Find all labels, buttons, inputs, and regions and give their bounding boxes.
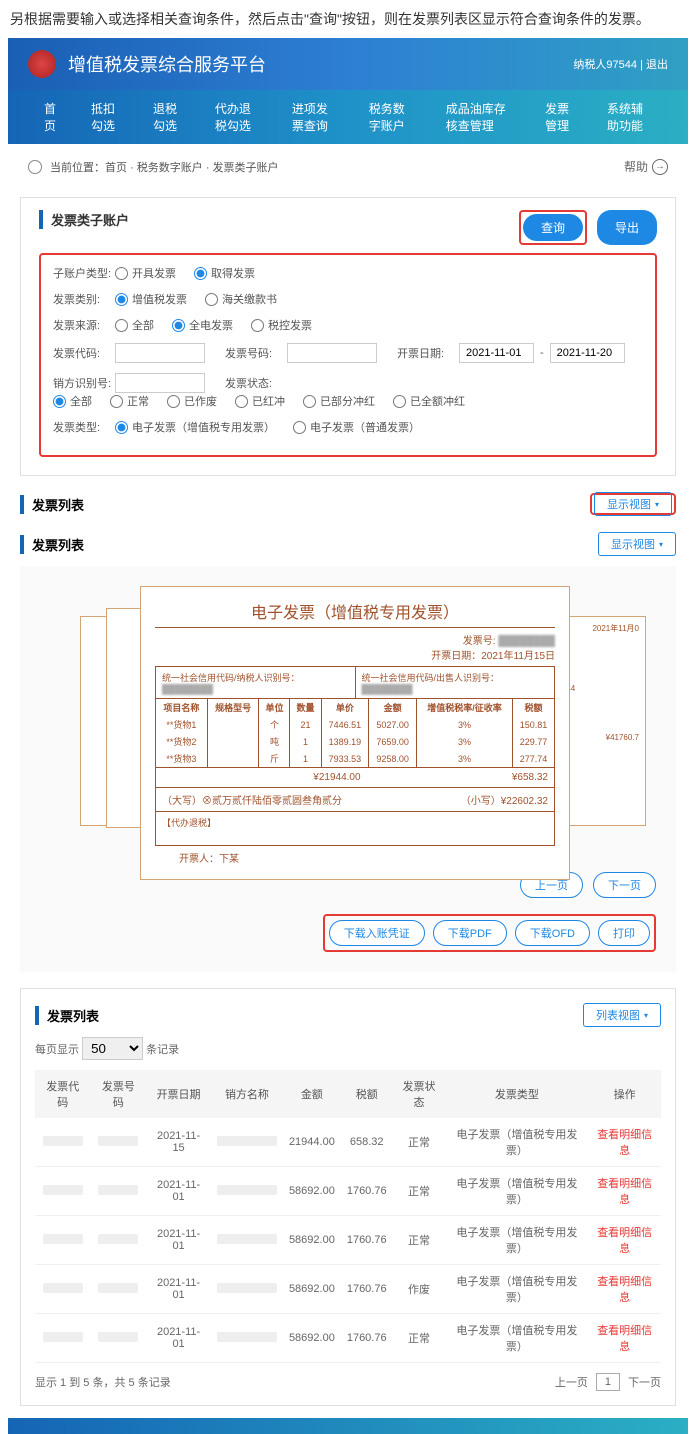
invoice-preview: 2021年11月0 97544 ¥41760.7 电子发票（增值税专用发票） 发…	[20, 566, 676, 972]
query-button[interactable]: 查询	[523, 214, 583, 241]
download-pdf-button[interactable]: 下载PDF	[433, 920, 507, 946]
breadcrumb-path: 首页 · 税务数字账户 · 发票类子账户	[105, 159, 279, 175]
user-label: 纳税人97544	[573, 59, 637, 71]
nav-item[interactable]: 系统辅助功能	[591, 90, 668, 144]
header-right: 纳税人97544 | 退出	[573, 56, 668, 72]
nav-item[interactable]: 税务数字账户	[353, 90, 430, 144]
instruction-text: 另根据需要输入或选择相关查询条件，然后点击"查询"按钮，则在发票列表区显示符合查…	[0, 0, 696, 38]
top-nav: 首页抵扣勾选退税勾选代办退税勾选进项发票查询税务数字账户成品油库存核查管理发票管…	[8, 90, 688, 144]
list-title-1: 发票列表	[20, 495, 84, 514]
logo-icon	[28, 50, 56, 78]
invoice-items-table: 项目名称规格型号单位数量单价金额增值税税率/征收率税额**货物1个217446.…	[155, 699, 555, 768]
radio-option[interactable]: 海关缴款书	[205, 291, 277, 307]
app-title: 增值税发票综合服务平台	[68, 51, 266, 77]
radio-option[interactable]: 增值税发票	[115, 291, 187, 307]
list-view-button[interactable]: 列表视图▾	[583, 1003, 661, 1027]
radio-option[interactable]: 全部	[115, 317, 154, 333]
arrow-icon: →	[652, 159, 668, 175]
date-to-input[interactable]	[550, 343, 625, 363]
breadcrumb: 当前位置： 首页 · 税务数字账户 · 发票类子账户 帮助 →	[8, 144, 688, 189]
query-panel: 发票类子账户 查询 导出 子账户类型:开具发票取得发票发票类别:增值税发票海关缴…	[20, 197, 676, 476]
help-button[interactable]: 帮助 →	[624, 158, 668, 175]
table-row: 2021-11-1521944.00658.32正常电子发票（增值税专用发票）查…	[35, 1118, 661, 1167]
data-table: 发票代码发票号码开票日期销方名称金额税额发票状态发票类型操作2021-11-15…	[35, 1070, 661, 1363]
radio-option[interactable]: 开具发票	[115, 265, 176, 281]
view-detail-link[interactable]: 查看明细信息	[597, 1129, 652, 1157]
view-detail-link[interactable]: 查看明细信息	[597, 1325, 652, 1353]
table-row: 2021-11-0158692.001760.76正常电子发票（增值税专用发票）…	[35, 1216, 661, 1265]
nav-item[interactable]: 进项发票查询	[276, 90, 353, 144]
list-panel-1: 发票列表 显示视图▾	[20, 492, 676, 516]
next-page[interactable]: 下一页	[628, 1374, 661, 1390]
display-view-button-1[interactable]: 显示视图▾	[594, 492, 672, 516]
next-button[interactable]: 下一页	[593, 872, 656, 898]
record-count: 显示 1 到 5 条，共 5 条记录	[35, 1374, 171, 1390]
query-title: 发票类子账户	[39, 210, 129, 229]
nav-item[interactable]: 退税勾选	[137, 90, 199, 144]
radio-option[interactable]: 取得发票	[194, 265, 255, 281]
display-view-button-2[interactable]: 显示视图▾	[598, 532, 676, 556]
chevron-down-icon: ▾	[659, 540, 663, 549]
download-ofd-button[interactable]: 下载OFD	[515, 920, 590, 946]
invoice-title: 电子发票（增值税专用发票）	[155, 595, 555, 628]
seller-id-input[interactable]	[115, 373, 205, 393]
print-button[interactable]: 打印	[598, 920, 650, 946]
table-panel: 发票列表 列表视图▾ 每页显示 50 条记录 发票代码发票号码开票日期销方名称金…	[20, 988, 676, 1406]
table-row: 2021-11-0158692.001760.76正常电子发票（增值税专用发票）…	[35, 1314, 661, 1363]
view-detail-link[interactable]: 查看明细信息	[597, 1178, 652, 1206]
app-frame: 增值税发票综合服务平台 纳税人97544 | 退出 首页抵扣勾选退税勾选代办退税…	[8, 38, 688, 1406]
download-voucher-button[interactable]: 下载入账凭证	[329, 920, 425, 946]
invoice-num-input[interactable]	[287, 343, 377, 363]
radio-option[interactable]: 税控发票	[251, 317, 312, 333]
query-form: 子账户类型:开具发票取得发票发票类别:增值税发票海关缴款书发票来源:全部全电发票…	[39, 253, 657, 457]
table-title: 发票列表	[35, 1006, 99, 1025]
nav-item[interactable]: 发票管理	[529, 90, 591, 144]
page-number: 1	[596, 1373, 620, 1391]
chevron-down-icon: ▾	[655, 500, 659, 509]
radio-option[interactable]: 电子发票（增值税专用发票）	[115, 419, 275, 435]
location-icon	[28, 160, 42, 174]
nav-item[interactable]: 首页	[28, 90, 75, 144]
view-detail-link[interactable]: 查看明细信息	[597, 1276, 652, 1304]
app-header: 增值税发票综合服务平台 纳税人97544 | 退出	[8, 38, 688, 90]
export-button[interactable]: 导出	[597, 210, 657, 245]
logout-link[interactable]: 退出	[646, 59, 668, 71]
nav-item[interactable]: 抵扣勾选	[75, 90, 137, 144]
table-row: 2021-11-0158692.001760.76作废电子发票（增值税专用发票）…	[35, 1265, 661, 1314]
nav-item[interactable]: 成品油库存核查管理	[430, 90, 529, 144]
breadcrumb-label: 当前位置：	[50, 159, 105, 175]
radio-option[interactable]: 电子发票（普通发票）	[293, 419, 420, 435]
prev-page[interactable]: 上一页	[555, 1374, 588, 1390]
invoice-card-main: 电子发票（增值税专用发票） 发票号: ████████开票日期：2021年11月…	[140, 586, 570, 880]
invoice-code-input[interactable]	[115, 343, 205, 363]
view-detail-link[interactable]: 查看明细信息	[597, 1227, 652, 1255]
chevron-down-icon: ▾	[644, 1011, 648, 1020]
list-panel-2: 发票列表 显示视图▾ 2021年11月0 97544 ¥41760.7 电子发票…	[20, 532, 676, 972]
page-size-select[interactable]: 50	[82, 1037, 143, 1060]
date-from-input[interactable]	[459, 343, 534, 363]
list-title-2: 发票列表	[20, 535, 84, 554]
footer-bar	[8, 1418, 688, 1434]
radio-option[interactable]: 全电发票	[172, 317, 233, 333]
nav-item[interactable]: 代办退税勾选	[199, 90, 276, 144]
table-row: 2021-11-0158692.001760.76正常电子发票（增值税专用发票）…	[35, 1167, 661, 1216]
